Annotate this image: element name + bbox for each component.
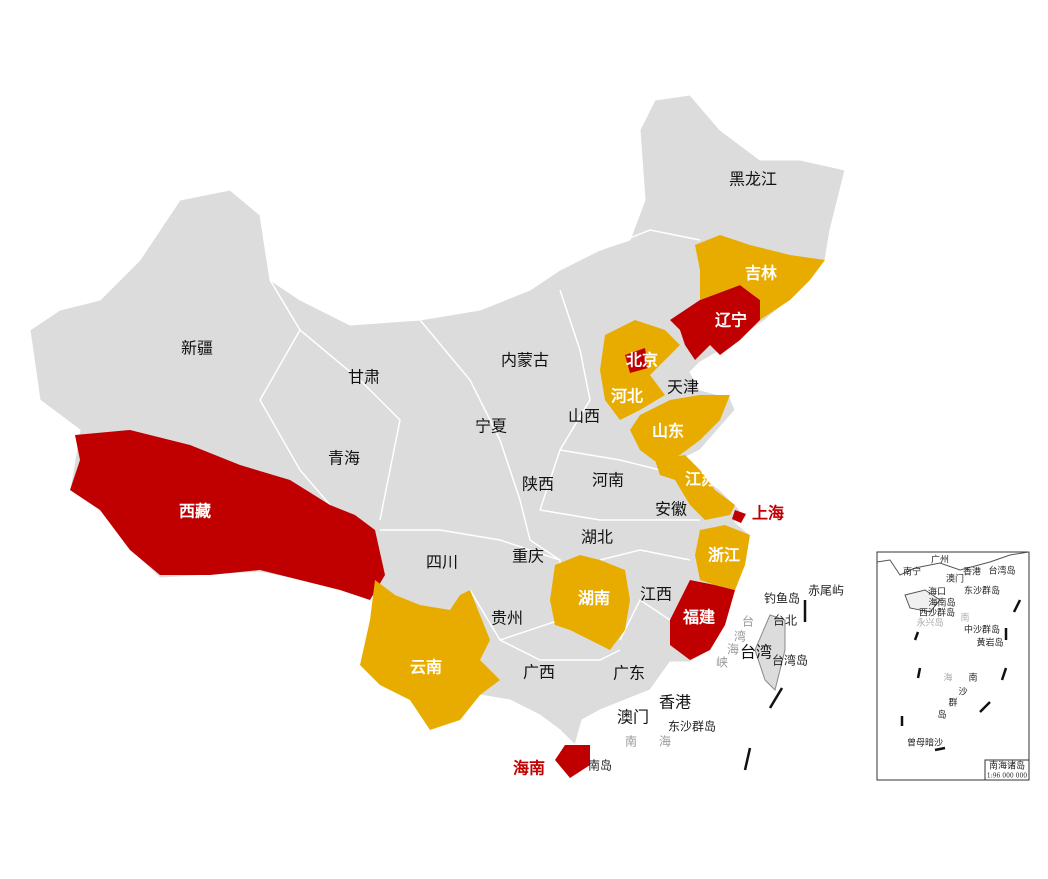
province-label: 海南 <box>513 759 545 778</box>
region-xizang[interactable] <box>70 430 385 600</box>
province-label: 四川 <box>426 553 458 572</box>
province-label: 陕西 <box>522 475 554 494</box>
map-annotation: 海 <box>727 642 739 657</box>
inset-label: 群 <box>948 697 957 709</box>
region-jilin[interactable] <box>695 235 825 320</box>
province-label: 福建 <box>682 608 715 627</box>
map-annotation: 海 <box>659 734 671 749</box>
province-label: 新疆 <box>181 339 213 358</box>
inset-label: 台湾岛 <box>988 565 1015 577</box>
inset-label: 沙 <box>958 687 967 698</box>
province-label: 重庆 <box>512 547 544 566</box>
province-label: 上海 <box>752 504 784 523</box>
inset-label: 南宁 <box>903 566 921 578</box>
inset-scale: 1:96 000 000 <box>987 773 1027 780</box>
inset-label: 香港 <box>963 566 981 578</box>
map-annotation: 南 <box>625 734 637 749</box>
inset-label: 东沙群岛 <box>964 585 1000 597</box>
inset-label: 海 <box>943 672 952 684</box>
province-label: 辽宁 <box>715 311 747 330</box>
province-borders <box>259 229 701 661</box>
province-label: 香港 <box>659 693 691 712</box>
map-annotation: 台 <box>742 614 754 629</box>
region-shandong[interactable] <box>630 395 730 465</box>
region-yunnan[interactable] <box>360 580 500 730</box>
inset-label: 中沙群岛 <box>964 624 1000 636</box>
inset-label: 海南岛 <box>928 597 955 609</box>
province-label: 湖南 <box>578 589 610 608</box>
region-jiangsu[interactable] <box>655 455 735 520</box>
map-annotation: 赤尾屿 <box>808 584 844 598</box>
province-label: 河南 <box>592 471 624 490</box>
inset-label: 黄岩岛 <box>976 637 1003 649</box>
province-label: 山西 <box>568 407 600 426</box>
inset-label: 南 <box>968 672 977 684</box>
province-label: 黑龙江 <box>729 170 777 189</box>
province-label: 西藏 <box>179 502 211 521</box>
province-label: 山东 <box>652 422 684 441</box>
province-label: 湖北 <box>581 528 613 547</box>
map-annotation: 台北 <box>773 613 797 628</box>
region-hainan[interactable] <box>555 745 590 778</box>
map-annotation: 峡 <box>716 656 728 670</box>
province-label: 甘肃 <box>348 368 380 387</box>
map-annotation: 钓鱼岛 <box>764 591 800 606</box>
inset-label: 南 <box>960 612 969 624</box>
map-annotation: 台湾岛 <box>772 653 808 668</box>
inset-title: 南海诸岛 <box>989 760 1025 772</box>
region-liaoning[interactable] <box>670 285 760 360</box>
province-label: 台湾 <box>740 643 772 662</box>
map-annotation: 东沙群岛 <box>668 719 716 734</box>
province-label: 江苏 <box>685 470 717 489</box>
inset-label: 澳门 <box>946 573 964 585</box>
inset-label: 西沙群岛 <box>919 607 955 619</box>
map-annotation: 南岛 <box>588 758 612 773</box>
province-label: 江西 <box>640 585 672 604</box>
province-label: 宁夏 <box>475 417 507 436</box>
province-label: 北京 <box>626 351 658 370</box>
province-label: 青海 <box>328 449 360 468</box>
province-label: 广西 <box>523 663 555 682</box>
nine-dash-line <box>743 600 807 771</box>
province-label: 澳门 <box>617 708 649 727</box>
province-label: 内蒙古 <box>501 351 549 370</box>
inset-label: 广州 <box>931 554 949 566</box>
province-label: 贵州 <box>491 609 523 628</box>
province-label: 天津 <box>667 378 699 397</box>
province-label: 云南 <box>410 658 442 677</box>
province-label: 河北 <box>611 387 643 406</box>
province-label: 安徽 <box>655 500 687 519</box>
region-beijing[interactable] <box>625 348 648 373</box>
map-annotation: 湾 <box>734 629 746 644</box>
region-hunan[interactable] <box>550 555 630 650</box>
region-taiwan[interactable] <box>754 614 786 691</box>
region-shanghai[interactable] <box>732 510 746 523</box>
province-label: 吉林 <box>745 264 777 283</box>
region-fujian[interactable] <box>670 580 735 660</box>
inset-label: 海口 <box>928 586 946 598</box>
province-label: 广东 <box>613 664 645 683</box>
province-label: 浙江 <box>708 546 740 565</box>
region-zhejiang[interactable] <box>695 525 750 590</box>
inset-label: 曾母暗沙 <box>907 737 943 749</box>
inset-label: 岛 <box>937 709 946 721</box>
inset-label: 永兴岛 <box>916 617 943 629</box>
